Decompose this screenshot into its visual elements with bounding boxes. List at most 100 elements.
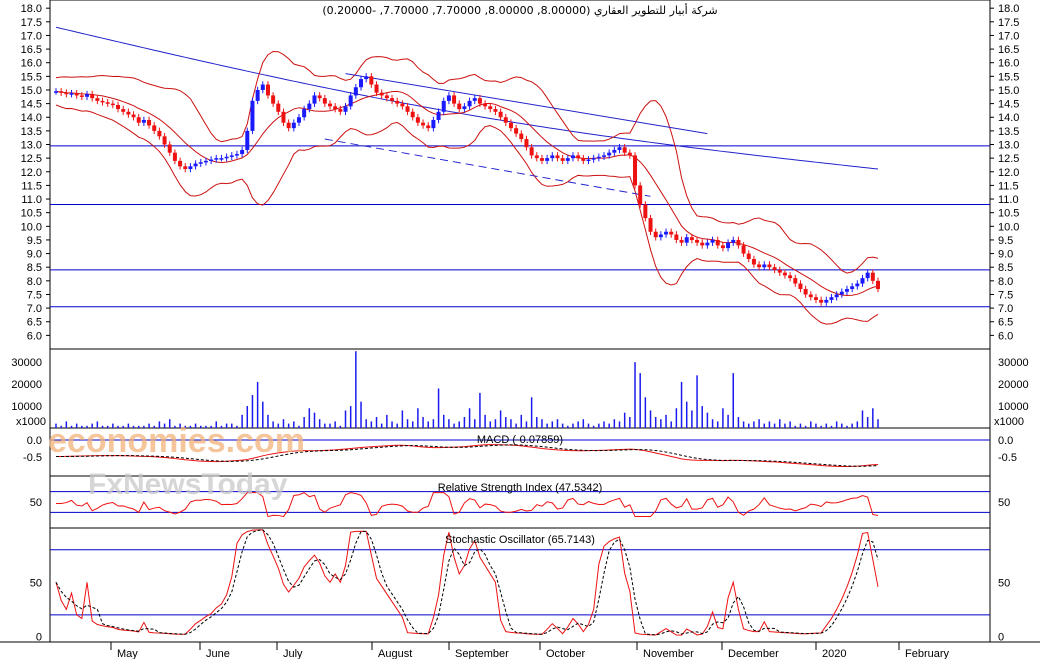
candle-body <box>338 109 343 112</box>
price-tick-label-right: 9.0 <box>998 249 1013 261</box>
price-tick-label-right: 16.5 <box>998 44 1019 56</box>
candle-body <box>167 144 172 153</box>
price-tick-label-left: 16.5 <box>21 44 42 56</box>
price-tick-label-right: 13.0 <box>998 140 1019 152</box>
rsi-tick-label-right: 50 <box>998 497 1010 509</box>
candle-body <box>772 267 777 270</box>
candle-body <box>379 92 384 96</box>
candle-body <box>493 109 498 112</box>
candle-body <box>441 100 446 112</box>
stochastic-tick-label-right: 50 <box>998 577 1010 589</box>
candle-body <box>250 100 255 131</box>
macd-signal-line <box>55 444 879 467</box>
candle-body <box>157 130 162 137</box>
candle-body <box>410 111 415 118</box>
candle-body <box>777 269 782 273</box>
price-tick-label-left: 10.5 <box>21 208 42 220</box>
price-tick-label-right: 15.0 <box>998 85 1019 97</box>
price-tick-label-left: 18.0 <box>21 3 42 15</box>
price-tick-label-left: 16.0 <box>21 58 42 70</box>
candle-body <box>395 100 400 104</box>
candle-body <box>141 119 146 123</box>
candle-body <box>240 149 245 155</box>
candle-body <box>808 294 813 298</box>
price-tick-label-right: 14.0 <box>998 112 1019 124</box>
candle-body <box>793 278 798 284</box>
candle-body <box>813 297 818 300</box>
candle-body <box>550 155 555 159</box>
candle-body <box>483 103 488 107</box>
price-tick-label-right: 6.0 <box>998 330 1013 342</box>
candle-body <box>529 147 534 156</box>
price-tick-label-left: 13.0 <box>21 140 42 152</box>
candle-body <box>183 166 188 170</box>
stochastic-k-line <box>55 529 879 636</box>
price-tick-label-left: 17.5 <box>21 17 42 29</box>
volume-tick-label-left: 10000 <box>11 401 42 413</box>
candle-body <box>731 239 736 243</box>
candle-body <box>488 106 493 110</box>
candle-body <box>291 122 296 129</box>
candle-body <box>839 291 844 295</box>
price-tick-label-left: 14.5 <box>21 99 42 111</box>
price-tick-label-right: 18.0 <box>998 3 1019 15</box>
candle-body <box>302 109 307 118</box>
price-tick-label-right: 8.0 <box>998 276 1013 288</box>
candle-body <box>751 259 756 265</box>
month-label: September <box>455 648 509 659</box>
candle-body <box>348 95 353 107</box>
candle-body <box>757 264 762 268</box>
stochastic-label: Stochastic Oscillator (65.7143) <box>445 534 595 546</box>
month-label: October <box>546 648 585 659</box>
candle-body <box>508 122 513 129</box>
candle-body <box>359 79 364 88</box>
candle-body <box>576 155 581 159</box>
price-tick-label-left: 14.0 <box>21 112 42 124</box>
stochastic-tick-label-left: 50 <box>30 577 42 589</box>
candle-body <box>364 76 369 80</box>
candle-body <box>705 242 710 246</box>
candle-body <box>653 231 658 238</box>
volume-tick-label-right: 20000 <box>998 379 1029 391</box>
candle-body <box>296 117 301 123</box>
watermark: economies.com FxNewsToday <box>48 422 305 501</box>
candle-body <box>116 104 121 110</box>
candle-body <box>519 133 524 140</box>
candle-body <box>431 119 436 129</box>
candle-body <box>229 155 234 157</box>
candle-body <box>586 159 591 162</box>
candle-body <box>193 163 198 167</box>
price-tick-label-right: 11.0 <box>998 194 1019 206</box>
price-tick-label-right: 14.5 <box>998 99 1019 111</box>
candle-body <box>59 91 64 93</box>
candle-body <box>767 264 772 268</box>
candle-body <box>224 156 229 159</box>
price-overlays <box>55 26 879 325</box>
candle-body <box>689 237 694 240</box>
bollinger-upper-band <box>55 50 879 274</box>
long-moving-average-line <box>55 26 879 170</box>
volume-tick-label-left: 20000 <box>11 379 42 391</box>
candle-body <box>736 239 741 246</box>
candle-body <box>638 185 643 205</box>
candle-body <box>824 299 829 303</box>
price-tick-label-left: 6.0 <box>27 330 42 342</box>
price-tick-label-right: 8.5 <box>998 262 1013 274</box>
candle-body <box>255 89 260 101</box>
candle-body <box>374 84 379 93</box>
candle-body <box>198 162 203 164</box>
candle-body <box>234 154 239 156</box>
axis-labels: 18.0 18.017.5 17.517.0 17.016.5 16.516.0 16.0… <box>11 3 1028 659</box>
candle-body <box>860 278 865 284</box>
macd-tick-label-left: 0.0 <box>27 435 42 447</box>
price-tick-label-right: 10.0 <box>998 221 1019 233</box>
candle-body <box>131 114 136 118</box>
candle-body <box>307 103 312 110</box>
price-tick-label-left: 9.5 <box>27 235 42 247</box>
candle-body <box>121 109 126 112</box>
candle-body <box>152 125 157 131</box>
candle-body <box>700 242 705 246</box>
candle-body <box>369 76 374 85</box>
candle-body <box>472 98 477 101</box>
price-tick-label-right: 17.0 <box>998 30 1019 42</box>
